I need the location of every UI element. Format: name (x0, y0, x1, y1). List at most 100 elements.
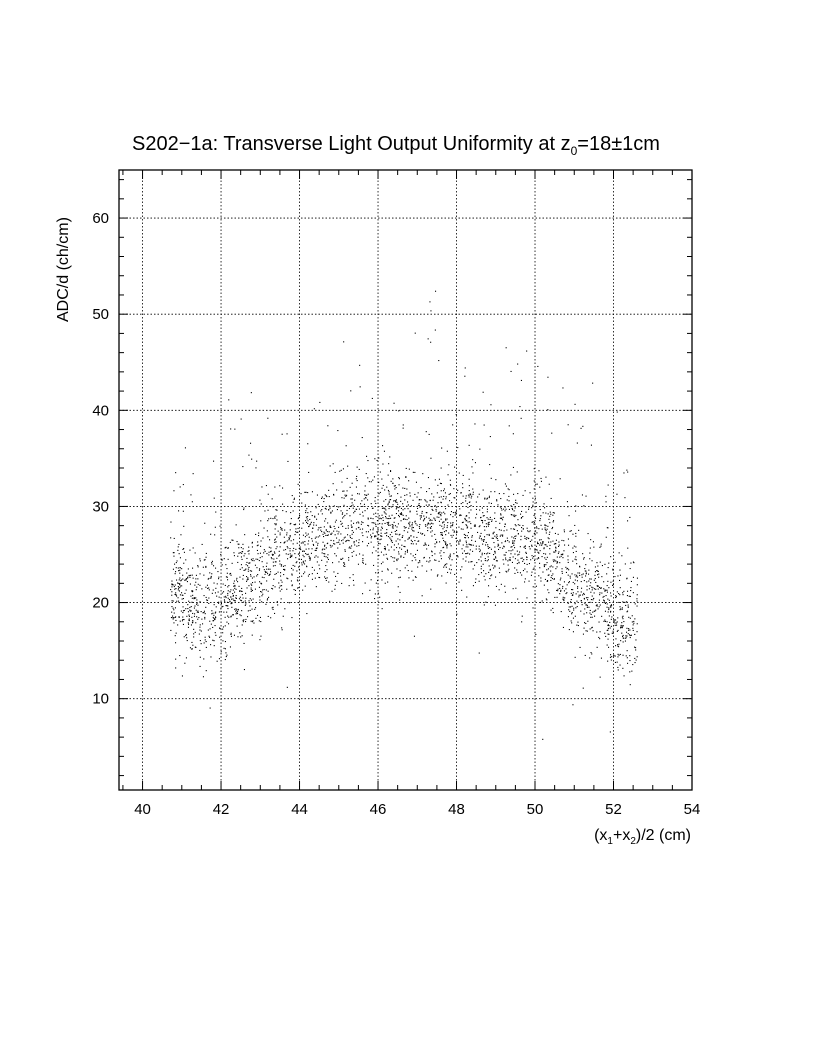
data-point (566, 501, 568, 503)
data-point (616, 630, 618, 632)
data-point (629, 671, 631, 673)
data-point (228, 599, 230, 601)
data-point (182, 623, 184, 625)
data-point (627, 662, 629, 664)
data-point (347, 525, 349, 527)
data-point (412, 471, 414, 473)
data-point (333, 543, 335, 545)
data-point (395, 500, 397, 502)
data-point (309, 524, 311, 526)
data-point (321, 509, 323, 511)
data-point (353, 512, 355, 514)
data-point (456, 531, 458, 533)
data-point (574, 603, 576, 605)
data-point (424, 543, 426, 545)
data-point (395, 508, 397, 510)
data-point (229, 600, 231, 602)
data-point (549, 522, 551, 524)
data-point (185, 608, 187, 610)
data-point (376, 538, 378, 540)
data-point (545, 558, 547, 560)
data-point (193, 633, 195, 635)
data-point (262, 589, 264, 591)
data-point (365, 473, 367, 475)
data-point (560, 590, 562, 592)
data-point (507, 564, 509, 566)
data-point (407, 504, 409, 506)
data-point (606, 603, 608, 605)
data-point (605, 536, 607, 538)
data-point (344, 565, 346, 567)
data-point (259, 596, 261, 598)
data-point (377, 538, 379, 540)
data-point (357, 521, 359, 523)
data-point (567, 602, 569, 604)
data-point (497, 545, 499, 547)
data-point (524, 547, 526, 549)
data-point (234, 591, 236, 593)
data-point (548, 574, 550, 576)
data-point (191, 621, 193, 623)
data-point (594, 571, 596, 573)
data-point (590, 652, 592, 654)
data-point (398, 534, 400, 536)
data-point (424, 517, 426, 519)
data-point (374, 598, 376, 600)
data-point (534, 593, 536, 595)
data-point (405, 476, 407, 478)
data-point (549, 544, 551, 546)
data-point (398, 410, 400, 412)
data-point (599, 586, 601, 588)
data-point (394, 488, 396, 490)
data-point (349, 505, 351, 507)
data-point (603, 595, 605, 597)
data-point (351, 533, 353, 535)
data-point (567, 506, 569, 508)
data-point (225, 656, 227, 658)
data-point (494, 550, 496, 552)
data-point (580, 610, 582, 612)
data-point (195, 597, 197, 599)
data-point (427, 477, 429, 479)
data-point (417, 540, 419, 542)
data-point (204, 522, 206, 524)
data-point (396, 526, 398, 528)
data-point (303, 562, 305, 564)
data-point (404, 508, 406, 510)
data-point (268, 518, 270, 520)
data-point (273, 558, 275, 560)
data-point (248, 454, 250, 456)
data-point (512, 541, 514, 543)
data-point (284, 541, 286, 543)
data-point (377, 529, 379, 531)
data-point (233, 580, 235, 582)
data-point (242, 543, 244, 545)
data-point (602, 596, 604, 598)
data-point (311, 566, 313, 568)
data-point (471, 466, 473, 468)
data-point (293, 497, 295, 499)
data-point (551, 432, 553, 434)
data-point (521, 527, 523, 529)
data-point (338, 531, 340, 533)
data-point (186, 581, 188, 583)
data-point (626, 601, 628, 603)
data-point (367, 499, 369, 501)
data-point (536, 527, 538, 529)
data-point (313, 524, 315, 526)
data-point (192, 612, 194, 614)
data-point (386, 529, 388, 531)
data-point (213, 614, 215, 616)
data-point (475, 508, 477, 510)
data-point (351, 537, 353, 539)
data-point (405, 526, 407, 528)
data-point (375, 535, 377, 537)
data-point (440, 518, 442, 520)
data-point (438, 496, 440, 498)
data-point (369, 589, 371, 591)
data-point (388, 549, 390, 551)
data-point (287, 547, 289, 549)
data-point (617, 629, 619, 631)
data-point (629, 637, 631, 639)
data-point (333, 525, 335, 527)
